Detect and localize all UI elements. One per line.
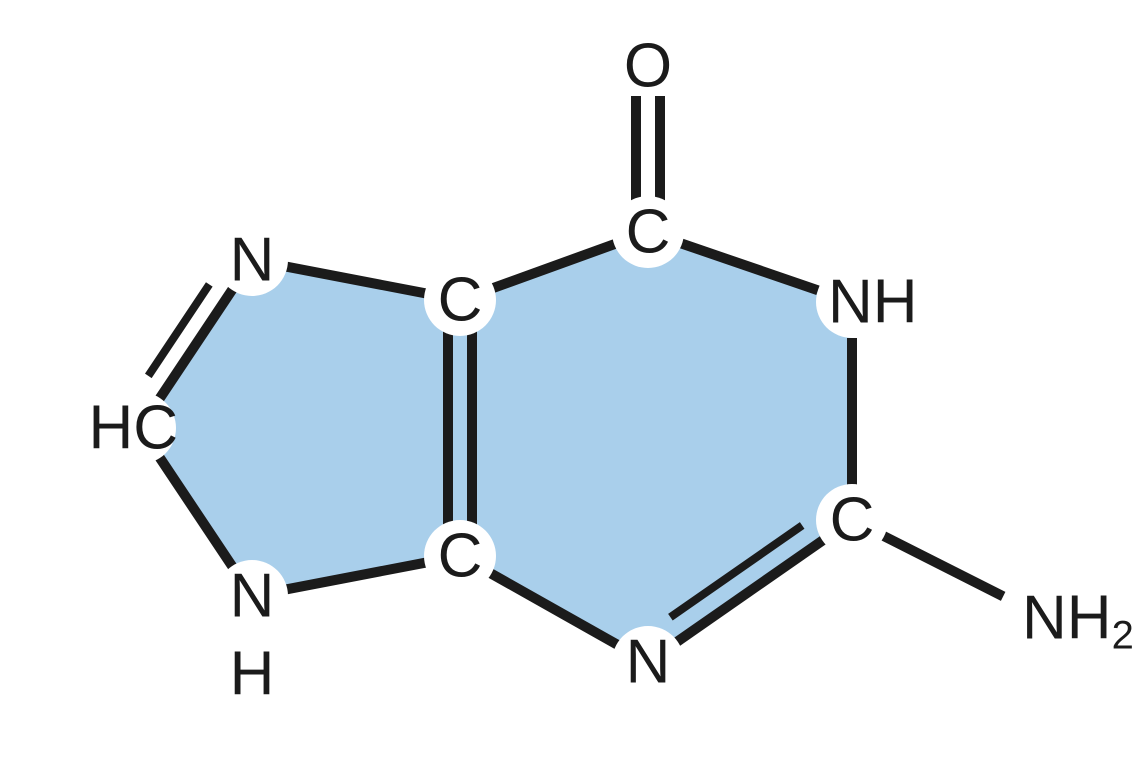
atom-C2: C (830, 486, 875, 555)
atom-C5: C (438, 266, 483, 335)
atom-N7: N (230, 226, 275, 295)
atom-O: O (624, 32, 672, 101)
atom-NH2: NH2 (1022, 584, 1134, 658)
atom-C8: HC (88, 394, 178, 463)
atom-C4: C (438, 522, 483, 591)
atom-N3: N (626, 628, 671, 697)
molecule-diagram: OCNHCNCCNHCNHNH2 (0, 0, 1138, 766)
atom-C6: C (626, 198, 671, 267)
atom-N9-H: H (230, 640, 275, 709)
atom-N9: N (230, 562, 275, 631)
atom-N1: NH (828, 268, 918, 337)
